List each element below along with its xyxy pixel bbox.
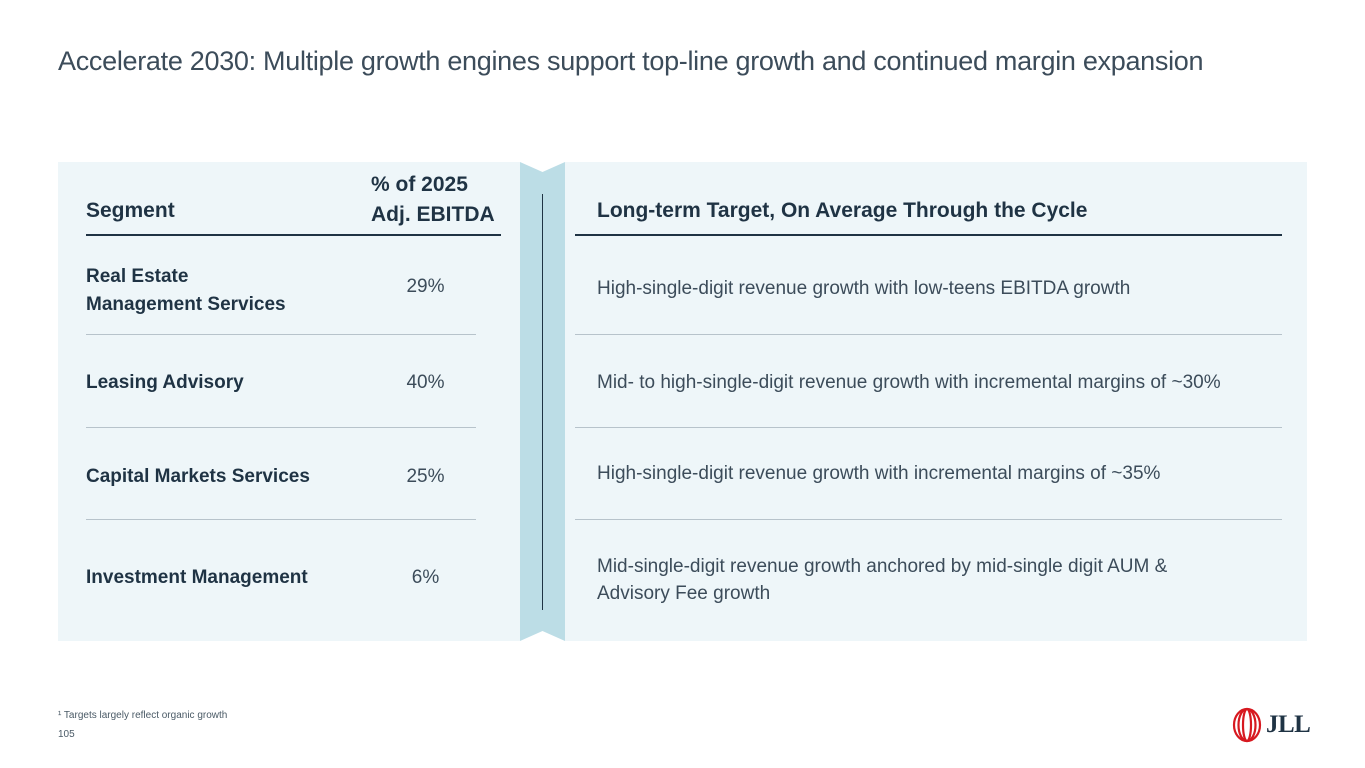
page-title: Accelerate 2030: Multiple growth engines… (58, 46, 1204, 76)
header-pct-line2: Adj. EBITDA (371, 203, 495, 226)
row-2-segment: Leasing Advisory (86, 372, 244, 393)
header-rule-right (575, 234, 1282, 236)
row-divider-right (575, 427, 1282, 428)
row-1-segment-line1: Real Estate (86, 266, 189, 287)
row-4-pct: 6% (411, 567, 440, 588)
header-pct-line1: % of 2025 (371, 173, 468, 196)
row-divider-left (86, 427, 476, 428)
footnote: ¹ Targets largely reflect organic growth (58, 710, 228, 721)
row-4-target-line1: Mid-single-digit revenue growth anchored… (597, 556, 1168, 577)
chevron-divider (520, 162, 565, 641)
row-1-target: High-single-digit revenue growth with lo… (597, 278, 1131, 299)
row-1-segment-line2: Management Services (86, 294, 286, 315)
row-3-segment: Capital Markets Services (86, 466, 310, 487)
row-3-target: High-single-digit revenue growth with in… (597, 463, 1161, 484)
row-divider-left (86, 519, 476, 520)
row-4-segment: Investment Management (86, 567, 308, 588)
row-2-pct: 40% (406, 372, 445, 393)
jll-logo-icon (1232, 707, 1262, 743)
header-segment: Segment (86, 199, 175, 222)
header-rule-left (86, 234, 501, 236)
row-4-target-line2: Advisory Fee growth (597, 583, 771, 604)
header-target: Long-term Target, On Average Through the… (597, 199, 1088, 222)
jll-logo: JLL (1232, 707, 1311, 743)
row-divider-right (575, 334, 1282, 335)
segments-panel (58, 162, 520, 641)
row-2-target: Mid- to high-single-digit revenue growth… (597, 372, 1221, 393)
row-3-pct: 25% (406, 466, 445, 487)
row-1-pct: 29% (406, 276, 445, 297)
row-1-segment: Real Estate Management Services (86, 263, 346, 319)
row-4-target: Mid-single-digit revenue growth anchored… (597, 553, 1287, 607)
row-divider-right (575, 519, 1282, 520)
jll-logo-text: JLL (1266, 711, 1311, 738)
page-number: 105 (58, 729, 75, 740)
targets-panel (565, 162, 1307, 641)
row-divider-left (86, 334, 476, 335)
